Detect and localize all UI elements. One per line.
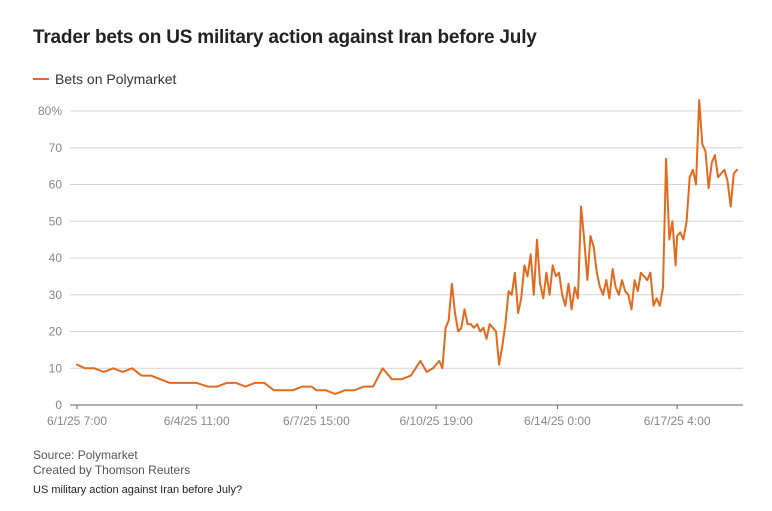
credit-note: Created by Thomson Reuters — [33, 463, 191, 477]
y-tick-label: 10 — [49, 361, 63, 375]
y-tick-label: 20 — [49, 325, 63, 339]
y-tick-label: 80% — [38, 104, 62, 118]
x-tick-label: 6/10/25 19:00 — [399, 414, 473, 428]
x-tick-label: 6/7/25 15:00 — [283, 414, 350, 428]
gridlines — [70, 110, 743, 406]
legend-line-swatch — [33, 78, 49, 80]
y-tick-label: 70 — [49, 141, 63, 155]
x-tick-label: 6/14/25 0:00 — [524, 414, 591, 428]
question-note: US military action against Iran before J… — [33, 484, 243, 496]
x-tick-label: 6/17/25 4:00 — [644, 414, 711, 428]
legend-label: Bets on Polymarket — [55, 71, 177, 87]
y-tick-label: 30 — [49, 288, 63, 302]
x-axis: 6/1/25 7:00 6/4/25 11:00 6/7/25 15:00 6/10/… — [47, 405, 711, 428]
series-group — [76, 99, 738, 395]
x-tick-label: 6/4/25 11:00 — [164, 414, 230, 428]
y-tick-label: 50 — [49, 214, 63, 228]
y-axis: 0 10 20 30 40 50 60 70 80% — [38, 104, 62, 412]
y-tick-label: 60 — [49, 178, 63, 192]
x-tick-label: 6/1/25 7:00 — [47, 414, 107, 428]
chart-legend: Bets on Polymarket — [33, 71, 176, 87]
source-note: Source: Polymarket — [33, 448, 138, 462]
chart-title: Trader bets on US military action agains… — [33, 27, 537, 48]
y-tick-label: 0 — [55, 398, 62, 412]
y-tick-label: 40 — [49, 251, 63, 265]
series-line-bets-on-polymarket — [76, 99, 738, 395]
